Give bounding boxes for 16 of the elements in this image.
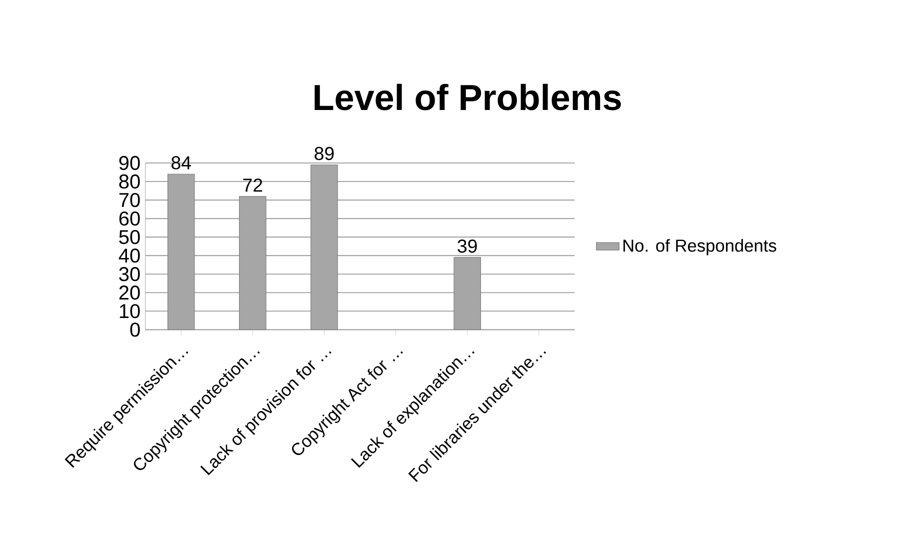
data-label: 72 [243, 178, 262, 192]
y-tick-label: 0 [130, 322, 140, 337]
y-tick-label: 90 [119, 156, 140, 170]
y-tick-label: 10 [120, 304, 140, 318]
chart-title: Level of Problems [314, 84, 621, 110]
y-tick-label: 60 [119, 211, 140, 226]
legend-label: No. of Respondents [623, 239, 776, 256]
data-label: 84 [172, 156, 191, 170]
y-tick-label: 80 [119, 174, 140, 189]
data-label: 89 [314, 146, 334, 160]
y-tick-label: 50 [119, 230, 140, 244]
y-tick-label: 40 [118, 248, 140, 263]
y-tick-label: 20 [119, 286, 140, 300]
y-tick-label: 70 [119, 192, 140, 208]
data-label: 39 [458, 240, 477, 253]
y-tick-label: 30 [119, 267, 140, 282]
